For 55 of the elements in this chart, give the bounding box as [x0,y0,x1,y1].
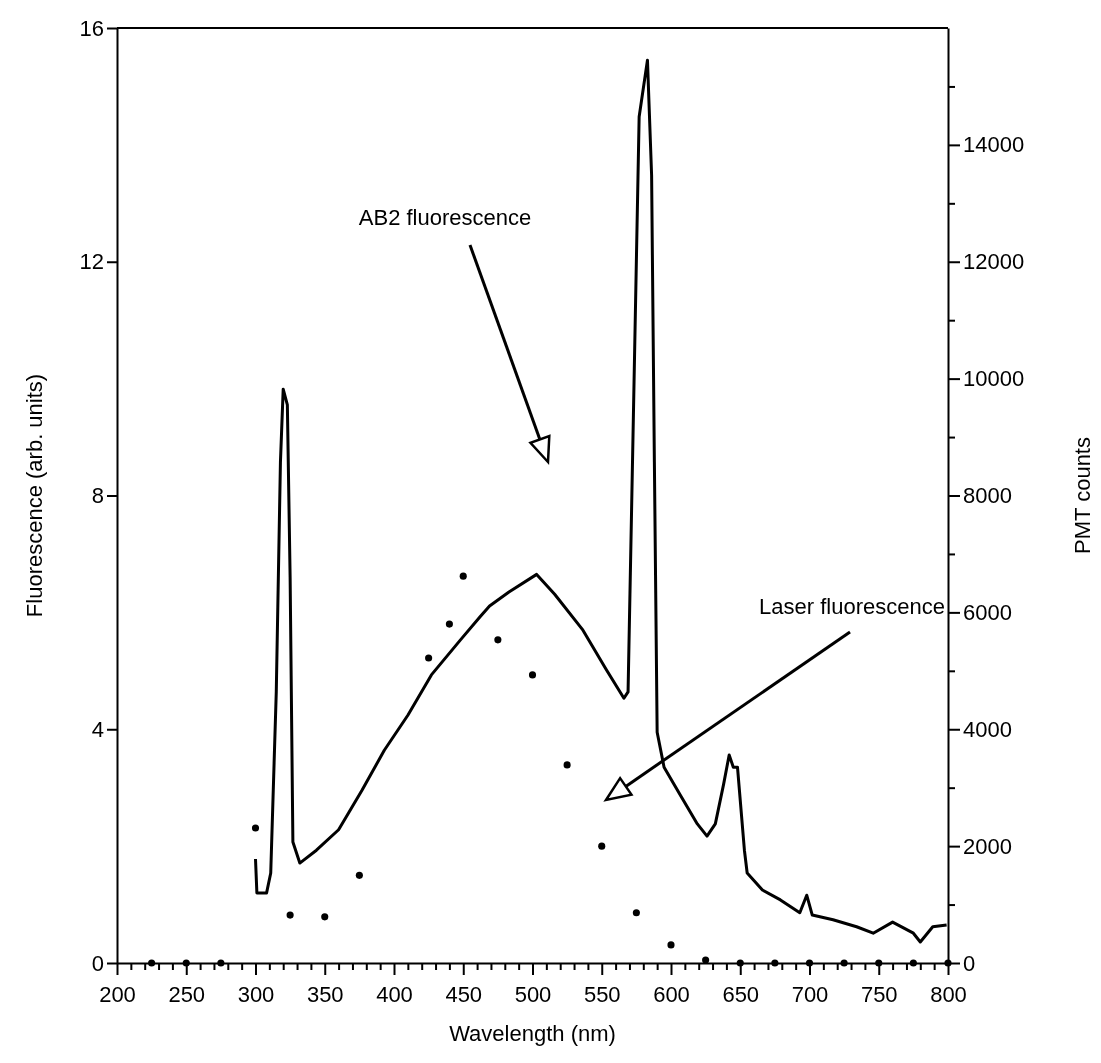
annotation: Laser fluorescence [759,594,945,619]
y-axis-title: Fluorescence (arb. units) [22,373,47,618]
x-tick-label: 250 [168,982,206,1008]
x-tick-label: 350 [306,982,344,1008]
x-tick-label: 300 [237,982,275,1008]
x-tick-label: 400 [376,982,413,1008]
point [148,959,156,967]
y-tick-label: 12 [79,249,104,275]
point [251,824,260,832]
x-axis-title: Wavelength (nm) [449,1021,616,1046]
point [355,871,363,879]
y-tick-label: 8 [91,483,104,509]
y2-tick-label: 14000 [963,132,1025,158]
y2-tick-label: 10000 [963,366,1025,392]
point [702,956,710,964]
y-tick-label: 0 [91,950,104,976]
point [598,842,606,850]
x-tick-label: 550 [583,982,621,1008]
point [736,959,744,967]
point [909,959,917,967]
point [459,572,467,580]
point [445,620,453,628]
point [840,959,848,967]
point [563,761,571,769]
y2-tick-label: 6000 [963,599,1012,625]
point [217,959,225,967]
x-tick-label: 700 [791,982,829,1008]
y2-tick-label: 4000 [963,716,1012,742]
point [494,636,502,644]
y-tick-label: 16 [79,15,104,41]
y2-tick-label: 12000 [963,249,1025,275]
point [944,959,952,967]
x-tick-label: 750 [860,982,898,1008]
point [425,654,433,662]
point [286,911,294,919]
point [632,909,640,917]
y2-tick-label: 2000 [963,833,1012,859]
y2-tick-label: 8000 [963,483,1012,509]
x-tick-label: 450 [445,982,483,1008]
y2-axis-title: PMT counts [1070,437,1095,554]
y-tick-label: 4 [91,716,104,742]
point [321,913,329,921]
x-tick-label: 200 [99,982,136,1008]
y2-tick-label: 0 [963,950,976,976]
point [182,959,190,967]
x-tick-label: 800 [930,982,967,1008]
x-tick-label: 650 [722,982,760,1008]
point [771,959,779,967]
point [528,671,537,679]
x-tick-label: 600 [653,982,690,1008]
x-tick-label: 500 [514,982,552,1008]
point [875,959,883,967]
point [805,959,814,967]
point [667,941,675,949]
annotation: AB2 fluorescence [358,205,532,230]
